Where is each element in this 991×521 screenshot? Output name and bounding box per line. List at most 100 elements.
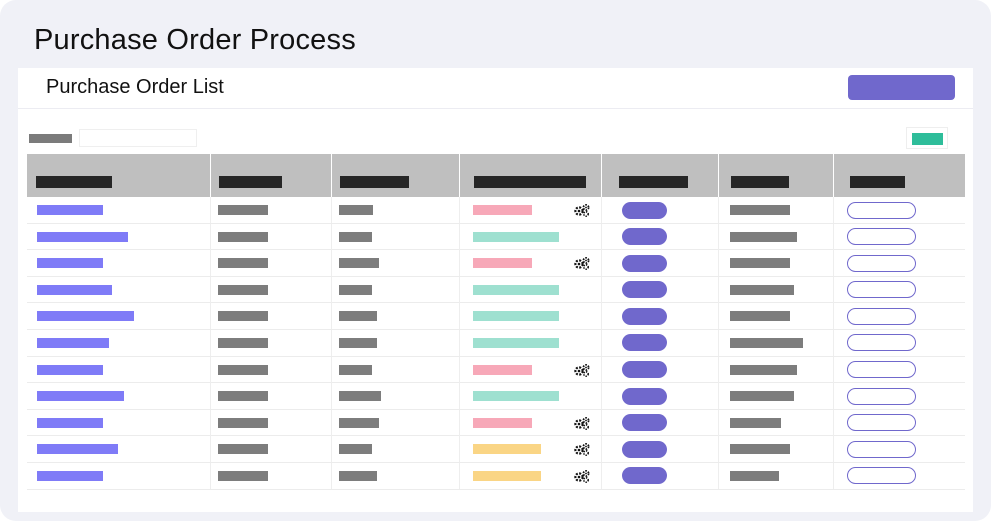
status-tag [473,205,532,215]
column-divider [601,329,602,356]
cell-placeholder [730,284,794,295]
column-divider [833,303,834,330]
order-link[interactable] [37,417,103,428]
outline-pill-button[interactable] [847,361,916,379]
column-header[interactable] [27,154,210,197]
page-title: Purchase Order Process [34,24,356,56]
order-link[interactable] [37,231,128,242]
order-link[interactable] [37,364,103,375]
outline-pill-button[interactable] [847,228,916,246]
search-input[interactable] [79,129,197,147]
column-header[interactable] [331,154,459,197]
cell-placeholder [218,258,268,269]
status-tag [473,231,559,242]
column-divider [601,383,602,410]
table-row[interactable] [27,250,965,277]
export-button[interactable] [906,127,948,149]
action-pill-button[interactable] [622,254,667,272]
outline-pill-button[interactable] [847,334,916,352]
outline-pill-button[interactable] [847,254,916,272]
cell-placeholder [339,364,372,375]
action-pill-button[interactable] [622,440,667,458]
column-header[interactable] [718,154,833,197]
create-order-button[interactable] [848,75,955,100]
cell-placeholder [339,337,377,348]
action-pill-button[interactable] [622,414,667,432]
status-tag [473,470,541,481]
cell-placeholder [730,337,803,348]
column-divider [210,409,211,436]
table-row[interactable] [27,197,965,224]
column-divider [718,329,719,356]
order-link[interactable] [37,391,124,402]
gears-icon[interactable] [573,203,591,217]
action-pill-button[interactable] [622,201,667,219]
outline-pill-button[interactable] [847,307,916,325]
outline-pill-button[interactable] [847,414,916,432]
action-pill-button[interactable] [622,307,667,325]
order-link[interactable] [37,337,109,348]
column-divider [210,462,211,489]
column-divider [601,356,602,383]
order-link[interactable] [37,205,103,215]
action-pill-button[interactable] [622,387,667,405]
action-pill-button[interactable] [622,361,667,379]
column-divider [331,462,332,489]
order-link[interactable] [37,311,134,322]
cell-placeholder [218,391,268,402]
gears-icon[interactable] [573,363,591,377]
cell-placeholder [218,337,268,348]
outline-pill-button[interactable] [847,281,916,299]
table-row[interactable] [27,276,965,304]
column-header[interactable] [833,154,965,197]
column-header[interactable] [601,154,718,197]
column-divider [833,436,834,463]
cell-placeholder [339,258,379,269]
order-link[interactable] [37,284,112,295]
column-divider [331,276,332,303]
cell-placeholder [339,205,373,215]
cell-placeholder [339,417,379,428]
order-link[interactable] [37,258,103,269]
column-divider [331,223,332,250]
column-divider [331,409,332,436]
action-pill-button[interactable] [622,334,667,352]
action-pill-button[interactable] [622,228,667,246]
column-divider [210,356,211,383]
table-row[interactable] [27,356,965,384]
cell-placeholder [218,205,268,215]
gears-icon[interactable] [573,256,591,271]
table-row[interactable] [27,223,965,251]
table-row[interactable] [27,383,965,410]
table-row[interactable] [27,303,965,330]
outline-pill-button[interactable] [847,440,916,458]
column-divider [601,303,602,330]
column-divider [459,250,460,277]
table-row[interactable] [27,329,965,357]
action-pill-button[interactable] [622,467,667,485]
column-divider [833,383,834,410]
outline-pill-button[interactable] [847,201,916,219]
table-row[interactable] [27,462,965,490]
column-divider [718,383,719,410]
column-header[interactable] [459,154,601,197]
cell-placeholder [730,205,790,215]
gears-icon[interactable] [573,469,591,483]
cell-placeholder [730,311,790,322]
cell-placeholder [730,391,794,402]
gears-icon[interactable] [573,416,591,430]
column-divider [833,356,834,383]
action-pill-button[interactable] [622,281,667,299]
search-label [29,134,72,143]
gears-icon[interactable] [573,442,591,457]
order-link[interactable] [37,470,103,481]
outline-pill-button[interactable] [847,387,916,405]
status-tag [473,284,559,295]
column-header[interactable] [210,154,331,197]
order-link[interactable] [37,444,118,455]
table-row[interactable] [27,409,965,437]
column-divider [331,436,332,463]
column-divider [833,250,834,277]
table-row[interactable] [27,436,965,463]
outline-pill-button[interactable] [847,467,916,485]
